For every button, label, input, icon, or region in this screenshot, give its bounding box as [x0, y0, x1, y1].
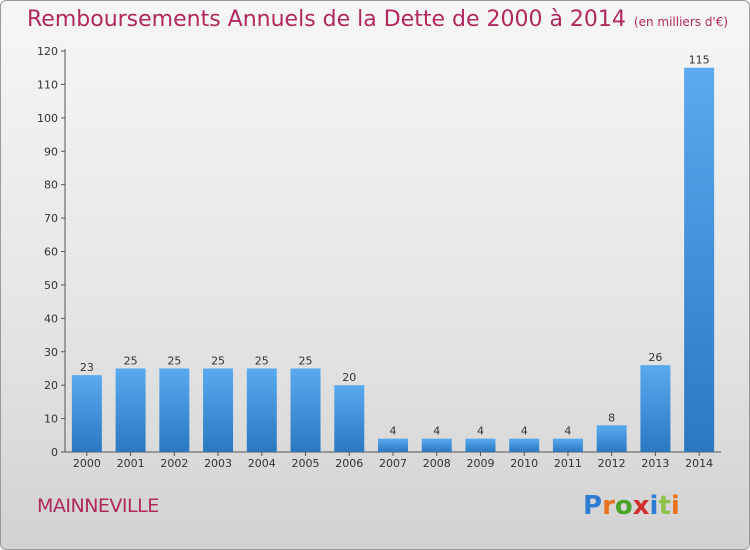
logo-letter: P [583, 491, 603, 521]
bar [421, 438, 452, 452]
proxiti-logo: Proxiti [583, 491, 680, 521]
bar [203, 368, 234, 452]
logo-letter: r [602, 491, 615, 521]
x-tick-label: 2009 [466, 457, 494, 470]
y-tick-label: 50 [44, 279, 58, 292]
bars [71, 67, 715, 452]
data-label: 4 [521, 425, 528, 438]
bar [378, 438, 408, 452]
x-tick-label: 2008 [423, 457, 451, 470]
bar [159, 368, 190, 452]
x-tick-label: 2002 [160, 457, 188, 470]
x-tick-label: 2011 [554, 457, 582, 470]
x-tick-label: 2003 [204, 457, 232, 470]
bar [465, 438, 496, 452]
y-tick-label: 80 [44, 179, 58, 192]
y-tick-label: 10 [44, 413, 58, 426]
logo-letter: t [658, 491, 671, 521]
chart-title-text: Remboursements Annuels de la Dette de 20… [27, 7, 626, 32]
logo-letter: i [670, 491, 680, 521]
bar [509, 438, 540, 452]
data-label: 115 [689, 54, 710, 67]
data-label: 4 [564, 425, 571, 438]
x-tick-label: 2010 [510, 457, 538, 470]
bar [115, 368, 146, 452]
chart-subtitle: (en milliers d'€) [633, 15, 729, 29]
data-label: 26 [648, 351, 662, 364]
data-label: 4 [477, 425, 484, 438]
data-label: 25 [124, 354, 138, 367]
y-tick-label: 120 [37, 45, 58, 58]
y-tick-label: 40 [44, 312, 58, 325]
bar [71, 375, 102, 452]
y-tick-label: 30 [44, 346, 58, 359]
logo-letter: o [614, 491, 633, 521]
chart-title: Remboursements Annuels de la Dette de 20… [27, 7, 728, 32]
data-label: 23 [80, 361, 94, 374]
logo-letter: i [649, 491, 659, 521]
data-label: 25 [211, 354, 225, 367]
bar [246, 368, 277, 452]
logo-letter: x [632, 491, 650, 521]
bar [596, 425, 627, 452]
data-label: 4 [433, 425, 440, 438]
bar [334, 385, 365, 452]
commune-name: MAINNEVILLE [37, 495, 159, 517]
x-tick-label: 2005 [292, 457, 320, 470]
y-tick-label: 60 [44, 246, 58, 259]
data-label: 8 [608, 411, 615, 424]
x-tick-label: 2012 [598, 457, 626, 470]
x-tick-label: 2013 [641, 457, 669, 470]
axes: 0 10 20 30 40 50 60 70 80 90 100 110 120 2000 2001 2002… [37, 45, 721, 470]
data-label: 4 [390, 425, 397, 438]
y-tick-label: 100 [37, 112, 58, 125]
bar [552, 438, 583, 452]
y-tick-label: 70 [44, 212, 58, 225]
x-tick-label: 2000 [73, 457, 101, 470]
data-label: 25 [299, 354, 313, 367]
y-tick-label: 110 [37, 78, 58, 91]
x-tick-label: 2014 [685, 457, 713, 470]
y-tick-label: 20 [44, 379, 58, 392]
y-tick-label: 90 [44, 145, 58, 158]
x-tick-label: 2001 [117, 457, 145, 470]
data-label: 20 [342, 371, 356, 384]
x-tick-label: 2006 [335, 457, 363, 470]
bar [290, 368, 321, 452]
x-tick-label: 2007 [379, 457, 407, 470]
bar [640, 365, 671, 452]
x-tick-label: 2004 [248, 457, 276, 470]
y-tick-label: 0 [51, 446, 58, 459]
data-label: 25 [255, 354, 269, 367]
data-label: 25 [167, 354, 181, 367]
labels: 23 25 25 25 25 25 20 4 4 4 4 4 8 26 115 [80, 54, 710, 438]
bar [684, 67, 715, 452]
